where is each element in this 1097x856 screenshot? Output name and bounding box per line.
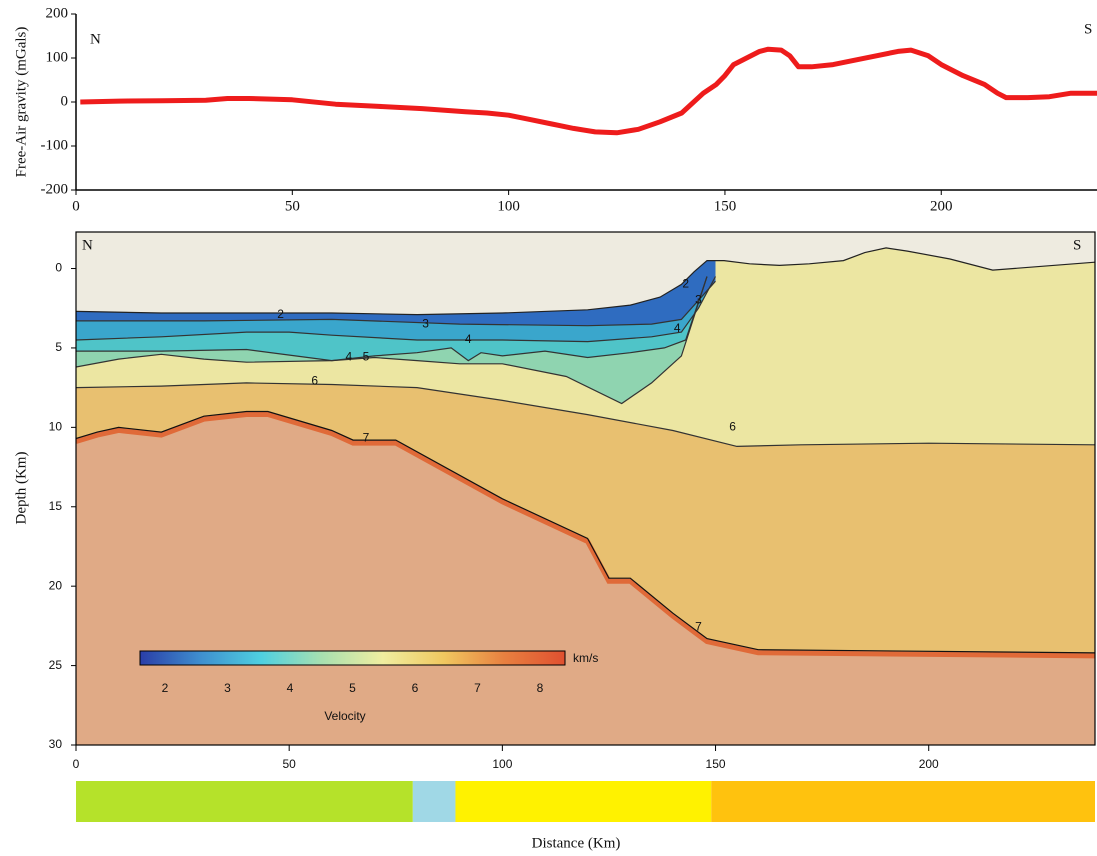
contour-label: 6	[729, 420, 736, 434]
x-tick-label: 0	[72, 198, 80, 214]
layer-fill	[76, 232, 1095, 315]
contour-label: 2	[682, 277, 689, 291]
y-tick-label: 100	[46, 49, 69, 65]
colorbar-unit: km/s	[573, 651, 598, 665]
south-label: S	[1073, 237, 1081, 253]
segment	[412, 781, 456, 822]
boundary-line	[76, 247, 1095, 316]
x-tick-label: 200	[919, 757, 939, 771]
x-tick-label: 50	[283, 757, 297, 771]
north-label: N	[90, 31, 101, 47]
x-tick-label: 0	[73, 757, 80, 771]
y-axis-title: Depth (Km)	[13, 452, 29, 525]
x-tick-label: 50	[285, 198, 300, 214]
y-tick-label: 0	[55, 261, 62, 275]
x-axis-title: Distance (Km)	[532, 835, 621, 851]
x-tick-label: 150	[706, 757, 726, 771]
y-tick-label: -200	[41, 181, 69, 197]
y-axis-title: Free-Air gravity (mGals)	[13, 27, 29, 178]
contour-label: 5	[363, 350, 370, 364]
x-tick-label: 200	[930, 198, 953, 214]
north-label: N	[82, 237, 93, 253]
colorbar-tick-label: 5	[349, 681, 356, 695]
y-tick-label: 10	[49, 420, 63, 434]
boundary-line	[76, 276, 717, 343]
y-tick-label: 25	[49, 658, 63, 672]
y-tick-label: 15	[49, 499, 63, 513]
frame	[75, 231, 1096, 746]
y-tick-label: 5	[55, 340, 62, 354]
gravity-line	[80, 46, 1097, 136]
colorbar-tick-label: 8	[537, 681, 544, 695]
contour-label: 2	[277, 307, 284, 321]
y-tick-label: 0	[61, 93, 69, 109]
x-tick-label: 150	[714, 198, 737, 214]
segment	[455, 781, 712, 822]
south-label: S	[1084, 21, 1092, 37]
contour-label: 4	[674, 321, 681, 335]
segment	[711, 781, 1095, 822]
y-tick-label: -100	[41, 137, 69, 153]
boundary-line	[76, 382, 1095, 448]
boundary-line	[76, 410, 1095, 654]
colorbar-tick-label: 3	[224, 681, 231, 695]
contour-label: 4	[346, 350, 353, 364]
boundary-line	[76, 276, 708, 362]
colorbar-tick-label: 6	[412, 681, 419, 695]
contour-label: 7	[695, 620, 702, 634]
boundary-line	[76, 280, 716, 327]
colorbar-label: Velocity	[324, 709, 365, 723]
x-tick-label: 100	[492, 757, 512, 771]
contour-label: 6	[311, 373, 318, 387]
contour-label: 3	[422, 316, 429, 330]
contour-label: 3	[695, 292, 702, 306]
boundary-edge	[76, 412, 1095, 659]
colorbar	[139, 650, 566, 666]
contour-label: 4	[465, 332, 472, 346]
x-tick-label: 100	[497, 198, 520, 214]
colorbar-tick-label: 2	[162, 681, 169, 695]
y-tick-label: 30	[49, 737, 63, 751]
segment	[76, 781, 413, 822]
y-tick-label: 20	[49, 578, 63, 592]
section	[76, 232, 1095, 745]
colorbar-tick-label: 7	[474, 681, 481, 695]
contour-label: 7	[363, 431, 370, 445]
colorbar-tick-label: 4	[287, 681, 294, 695]
y-tick-label: 200	[46, 5, 69, 21]
boundary-line	[76, 276, 708, 405]
